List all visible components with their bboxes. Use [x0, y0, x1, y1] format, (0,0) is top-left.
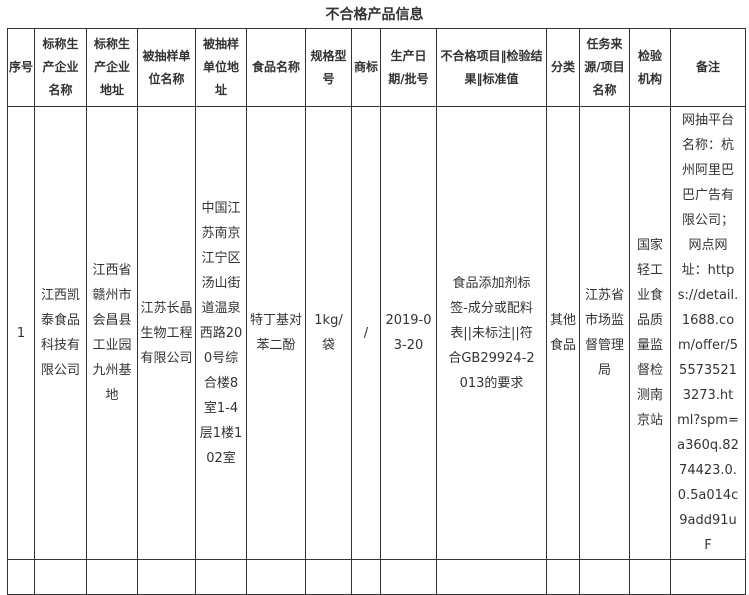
header-spec-model: 规格型号: [305, 28, 352, 107]
header-failed-item-result-standard: 不合格项目‖检验结果‖标准值: [436, 28, 547, 107]
cell-sampled-unit-name: 江苏长晶生物工程有限公司: [137, 106, 196, 560]
cell-task-source-project: 江苏省市场监督管理局: [579, 106, 630, 560]
empty-cell: [436, 559, 547, 595]
table-row-partial: [7, 559, 746, 595]
table-header-row: 序号 标称生产企业名称 标称生产企业地址 被抽样单位名称 被抽样单位地址 食品名…: [7, 28, 746, 107]
empty-cell: [629, 559, 671, 595]
cell-sampled-unit-address: 中国江苏南京江宁区汤山街道温泉西路200号综合楼8室1-4层1楼102室: [195, 106, 247, 560]
header-task-source-project: 任务来源/项目名称: [579, 28, 630, 107]
cell-manufacturer-address: 江西省赣州市会昌县工业园九州基地: [86, 106, 138, 560]
empty-cell: [34, 559, 87, 595]
empty-cell: [86, 559, 138, 595]
cell-spec-model: 1kg/袋: [305, 106, 352, 560]
table-row: 1 江西凯泰食品科技有限公司 江西省赣州市会昌县工业园九州基地 江苏长晶生物工程…: [7, 106, 746, 560]
header-index: 序号: [7, 28, 35, 107]
cell-index: 1: [7, 106, 35, 560]
cell-category: 其他食品: [546, 106, 580, 560]
empty-cell: [305, 559, 352, 595]
cell-inspection-agency: 国家轻工业食品质量监督检测南京站: [629, 106, 671, 560]
empty-cell: [195, 559, 247, 595]
cell-manufacturer-name: 江西凯泰食品科技有限公司: [34, 106, 87, 560]
empty-cell: [246, 559, 306, 595]
nonconforming-products-table: 序号 标称生产企业名称 标称生产企业地址 被抽样单位名称 被抽样单位地址 食品名…: [7, 28, 746, 595]
header-manufacturer-name: 标称生产企业名称: [34, 28, 87, 107]
header-remarks: 备注: [670, 28, 746, 107]
empty-cell: [380, 559, 437, 595]
header-category: 分类: [546, 28, 580, 107]
header-food-name: 食品名称: [246, 28, 306, 107]
empty-cell: [137, 559, 196, 595]
header-manufacturer-address: 标称生产企业地址: [86, 28, 138, 107]
cell-food-name: 特丁基对苯二酚: [246, 106, 306, 560]
header-inspection-agency: 检验机构: [629, 28, 671, 107]
header-production-date-batch: 生产日期/批号: [380, 28, 437, 107]
empty-cell: [351, 559, 381, 595]
cell-failed-item-result-standard: 食品添加剂标签-成分或配料表||未标注||符合GB29924-2013的要求: [436, 106, 547, 560]
header-sampled-unit-name: 被抽样单位名称: [137, 28, 196, 107]
cell-remarks: 网抽平台名称：杭州阿里巴巴广告有限公司；网点网址：https://detail.…: [670, 106, 746, 560]
empty-cell: [7, 559, 35, 595]
cell-trademark: /: [351, 106, 381, 560]
header-sampled-unit-address: 被抽样单位地址: [195, 28, 247, 107]
empty-cell: [546, 559, 580, 595]
cell-production-date-batch: 2019-03-20: [380, 106, 437, 560]
empty-cell: [670, 559, 746, 595]
page-title: 不合格产品信息: [325, 7, 424, 23]
header-trademark: 商标: [351, 28, 381, 107]
empty-cell: [579, 559, 630, 595]
